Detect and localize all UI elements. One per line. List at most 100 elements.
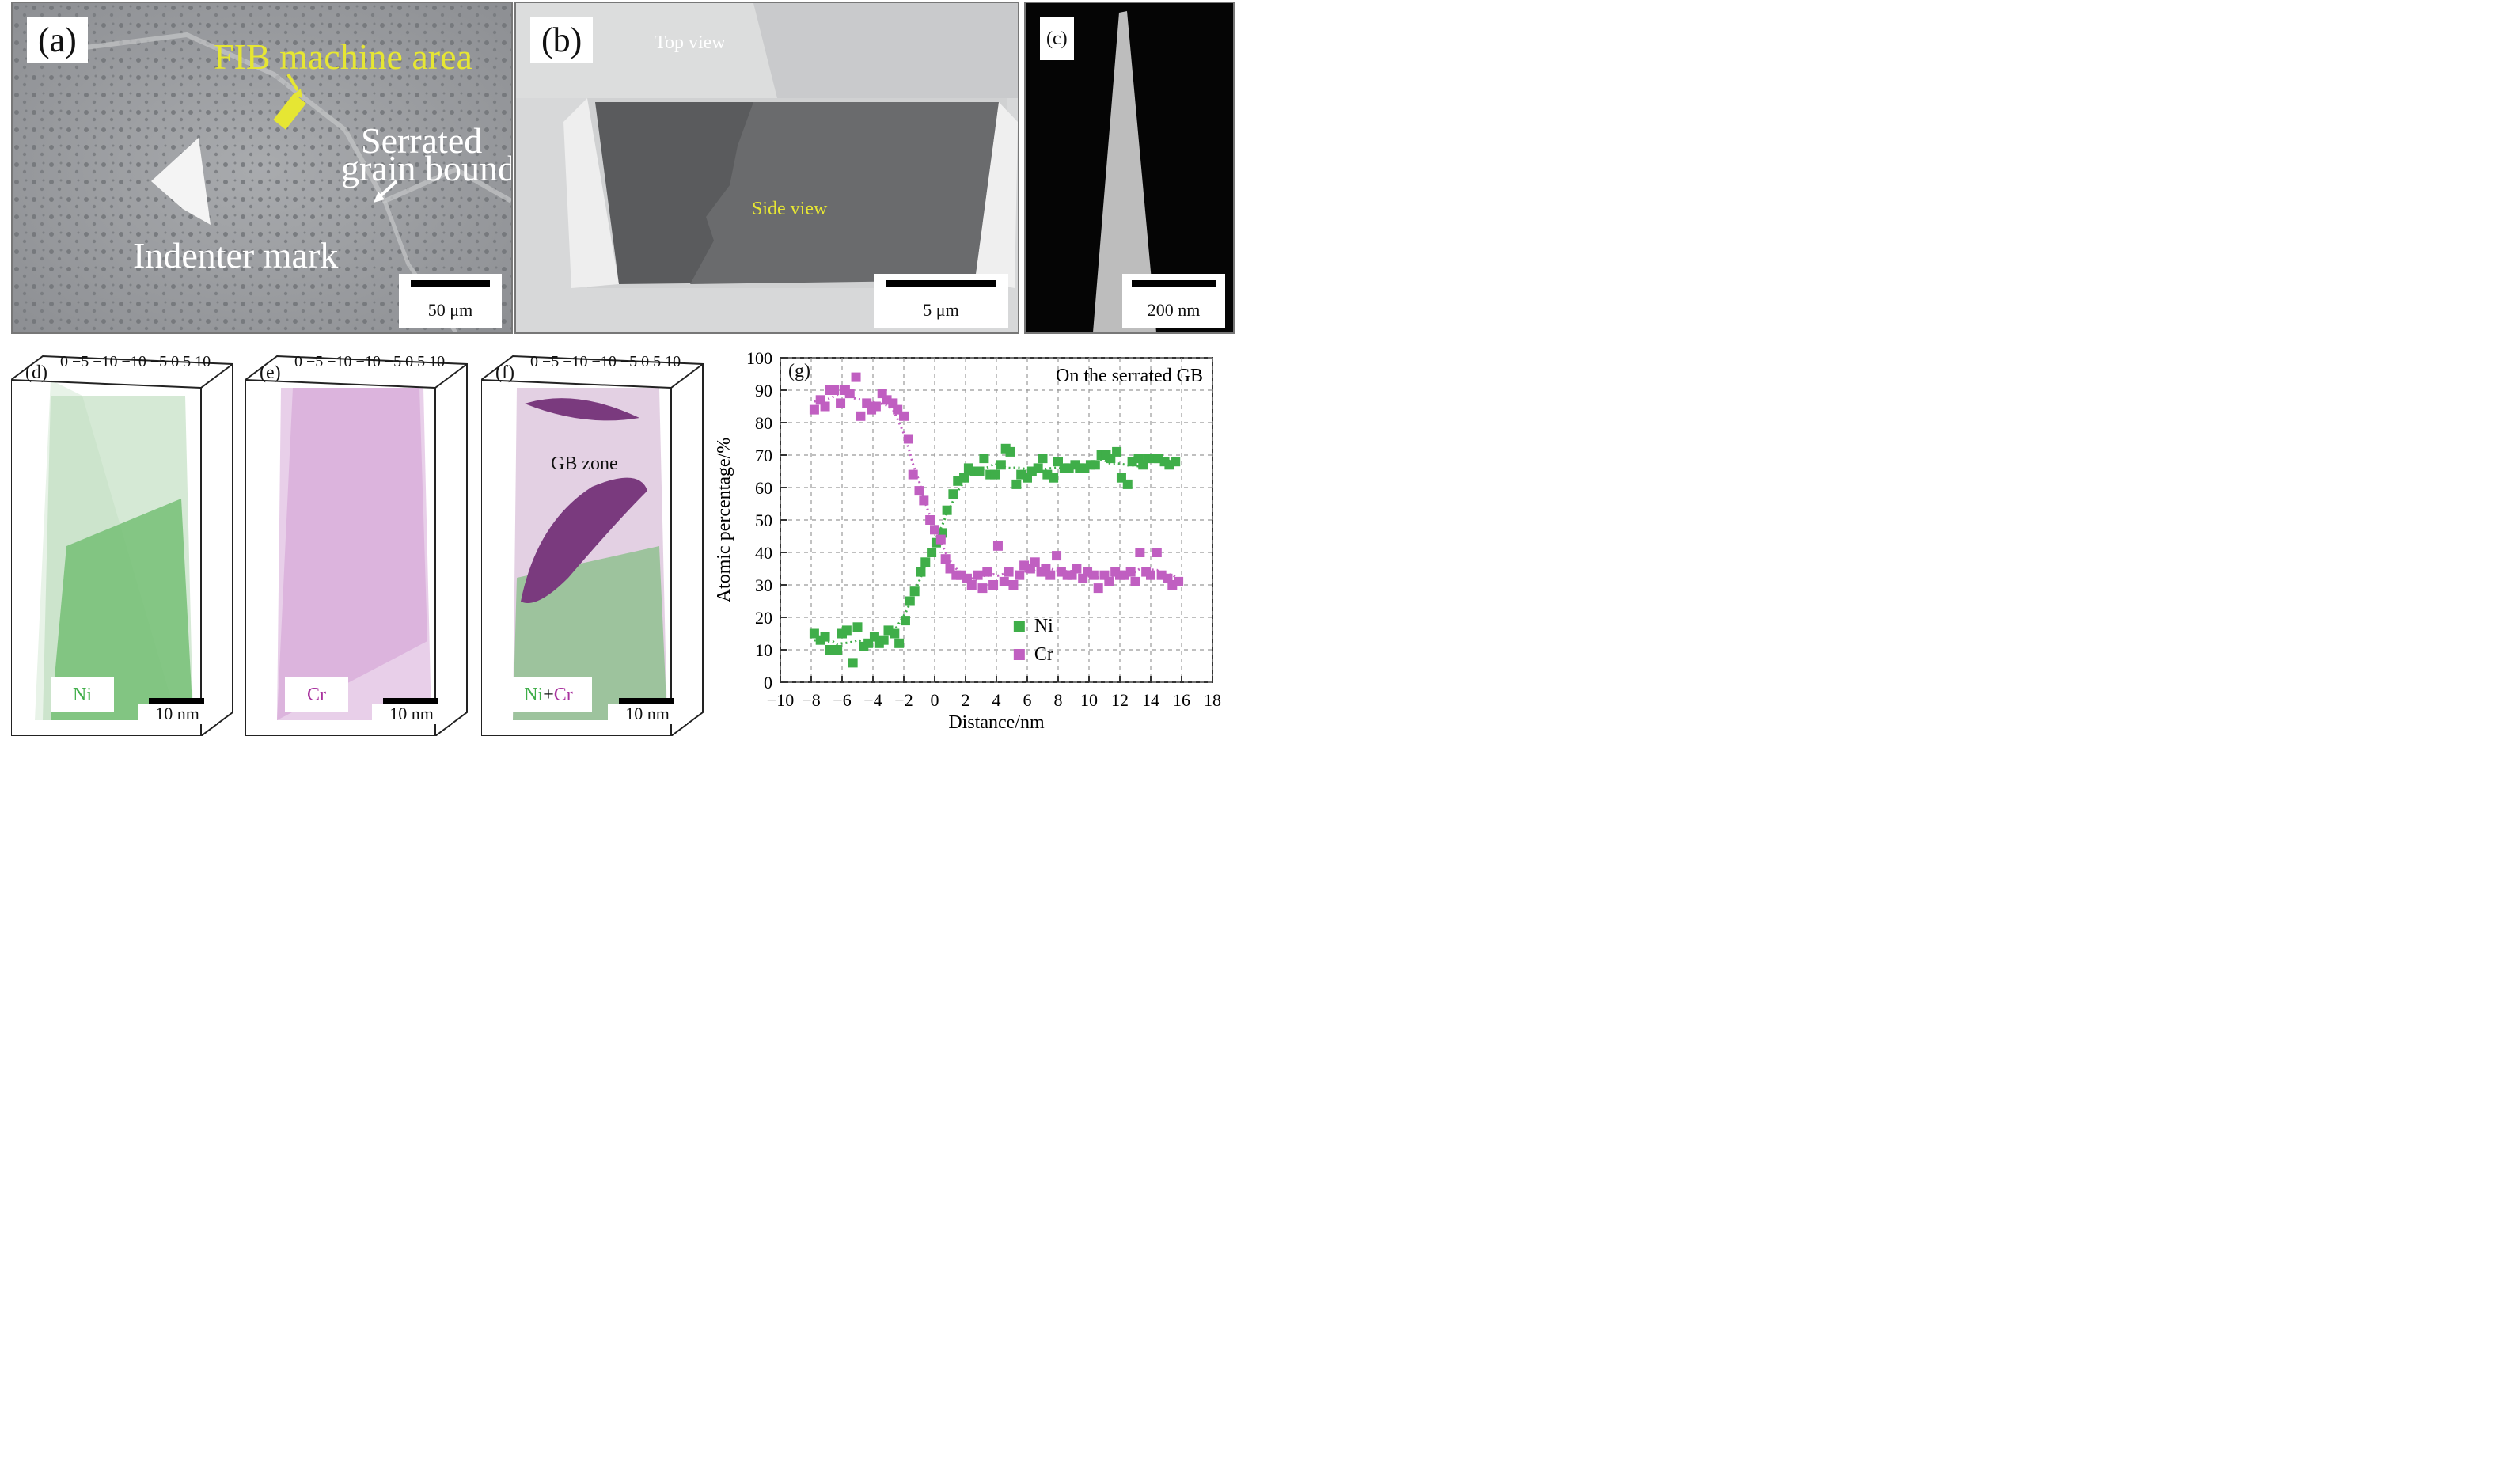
panel-d-axis-ticks: 0 −5 −10 −10 −5 0 5 10 [60, 353, 211, 370]
scale-bar-e: 10 nm [372, 698, 451, 724]
scale-bar-a: 50 μm [399, 274, 502, 328]
x-tick-label: −8 [802, 690, 820, 710]
chart-title: On the serrated GB [1056, 366, 1203, 386]
legend-plus: + [543, 685, 554, 705]
data-point-ni [979, 454, 989, 464]
data-point-cr [1152, 548, 1162, 557]
data-point-ni [1122, 479, 1133, 489]
data-point-ni [916, 567, 926, 577]
data-point-cr [999, 576, 1009, 586]
top-view-annotation: Top view [655, 32, 726, 53]
data-point-ni [852, 622, 863, 632]
legend-label-ni: Ni [1034, 616, 1053, 636]
x-tick-label: −4 [863, 690, 882, 710]
panel-d-label: (d) [25, 362, 47, 383]
x-tick-label: 18 [1204, 690, 1221, 710]
data-point-cr [914, 486, 924, 496]
data-point-cr [988, 580, 999, 590]
data-point-cr [930, 525, 939, 535]
scale-bar-d: 10 nm [138, 698, 217, 724]
indenter-annotation: Indenter mark [133, 235, 339, 275]
y-tick-label: 30 [755, 575, 772, 595]
panel-a-micrograph [13, 3, 511, 332]
data-point-ni [909, 586, 920, 597]
data-point-cr [899, 411, 909, 421]
data-point-cr [908, 469, 918, 480]
data-point-cr [844, 389, 855, 399]
data-point-cr [935, 534, 946, 545]
data-point-cr [1015, 570, 1025, 580]
data-point-ni [905, 596, 915, 606]
legend-ni: Ni [51, 677, 114, 712]
data-point-cr [925, 515, 935, 525]
data-point-cr [1104, 576, 1114, 586]
x-tick-label: −2 [894, 690, 913, 710]
data-point-ni [900, 616, 910, 626]
x-axis-label: Distance/nm [948, 712, 1045, 733]
data-point-ni [1033, 463, 1043, 473]
data-point-cr [809, 404, 819, 415]
y-tick-label: 90 [755, 381, 772, 400]
y-tick-label: 60 [755, 478, 772, 498]
data-point-ni [974, 466, 985, 476]
data-point-ni [1038, 454, 1048, 464]
y-axis-label: Atomic percentage/% [714, 438, 734, 603]
data-point-cr [1088, 570, 1099, 580]
panel-a-label: (a) [27, 17, 88, 63]
data-point-ni [948, 489, 958, 499]
y-tick-label: 70 [755, 446, 772, 465]
panel-e-box [245, 355, 468, 736]
fib-area-marker [273, 93, 306, 130]
data-point-cr [1146, 570, 1155, 580]
data-point-cr [871, 401, 881, 412]
data-point-cr [1045, 570, 1056, 580]
data-point-cr [903, 434, 913, 444]
data-point-cr [836, 398, 846, 408]
data-point-ni [820, 632, 830, 642]
y-tick-label: 10 [755, 640, 772, 660]
gb-surface-bottom [521, 477, 647, 603]
panel-b-label: (b) [530, 17, 594, 63]
data-point-cr [1072, 564, 1082, 574]
data-point-cr [856, 411, 866, 421]
data-point-ni [920, 557, 931, 567]
panel-e-apt-cr: (e) 0 −5 −10 −10 −5 0 5 10 Cr 10 nm [245, 340, 475, 736]
data-point-cr [829, 385, 840, 395]
panel-c-tem-tip: (c) 200 nm [1024, 2, 1235, 334]
panel-b-sem-image: (b) Top view Side view 5 μm [514, 2, 1019, 334]
y-tick-label: 0 [764, 673, 772, 693]
panel-d-box [11, 355, 233, 736]
data-point-ni [1049, 473, 1059, 483]
x-tick-label: −6 [833, 690, 851, 710]
data-point-cr [966, 580, 977, 590]
x-tick-label: −10 [767, 690, 794, 710]
legend-label-cr: Cr [1034, 644, 1053, 665]
x-tick-label: 8 [1054, 690, 1063, 710]
data-point-cr [1030, 557, 1040, 567]
panel-e-label: (e) [260, 362, 281, 383]
data-point-ni [878, 635, 889, 645]
data-point-cr [1125, 567, 1136, 577]
data-point-cr [851, 372, 861, 382]
atomic-percentage-chart: −10 −8 −6 −4 −2 0 2 4 6 8 10 12 14 16 18 0 10 20 30 40 50 60 7… [714, 348, 1221, 733]
data-point-cr [1093, 583, 1103, 594]
legend-cr: Cr [285, 677, 348, 712]
panel-f-label: (f) [495, 362, 514, 383]
data-point-ni [1090, 460, 1100, 470]
panel-c-label: (c) [1040, 17, 1074, 60]
data-point-ni [996, 460, 1006, 470]
data-point-ni [890, 628, 900, 639]
panel-d-apt-ni: (d) 0 −5 −10 −10 −5 0 5 10 Ni 10 nm [11, 340, 241, 736]
data-point-ni [942, 505, 952, 515]
data-point-cr [1008, 580, 1019, 590]
data-point-ni [1112, 446, 1122, 457]
panel-g-chart-area: −10 −8 −6 −4 −2 0 2 4 6 8 10 12 14 16 18 0 10 20 30 40 50 60 7… [712, 339, 1250, 734]
panel-f-box [481, 355, 704, 736]
data-point-cr [992, 541, 1003, 551]
data-point-cr [977, 583, 988, 594]
panel-f-apt-ni-cr: (f) 0 −5 −10 −10 −5 0 5 10 GB zone Ni+Cr… [481, 340, 711, 736]
panel-a-sem-image: (a) FIB machine area Serrated grain boun… [11, 2, 513, 334]
data-point-cr [982, 567, 992, 577]
data-point-cr [1135, 548, 1145, 557]
gb-zone-annotation: GB zone [551, 454, 618, 474]
